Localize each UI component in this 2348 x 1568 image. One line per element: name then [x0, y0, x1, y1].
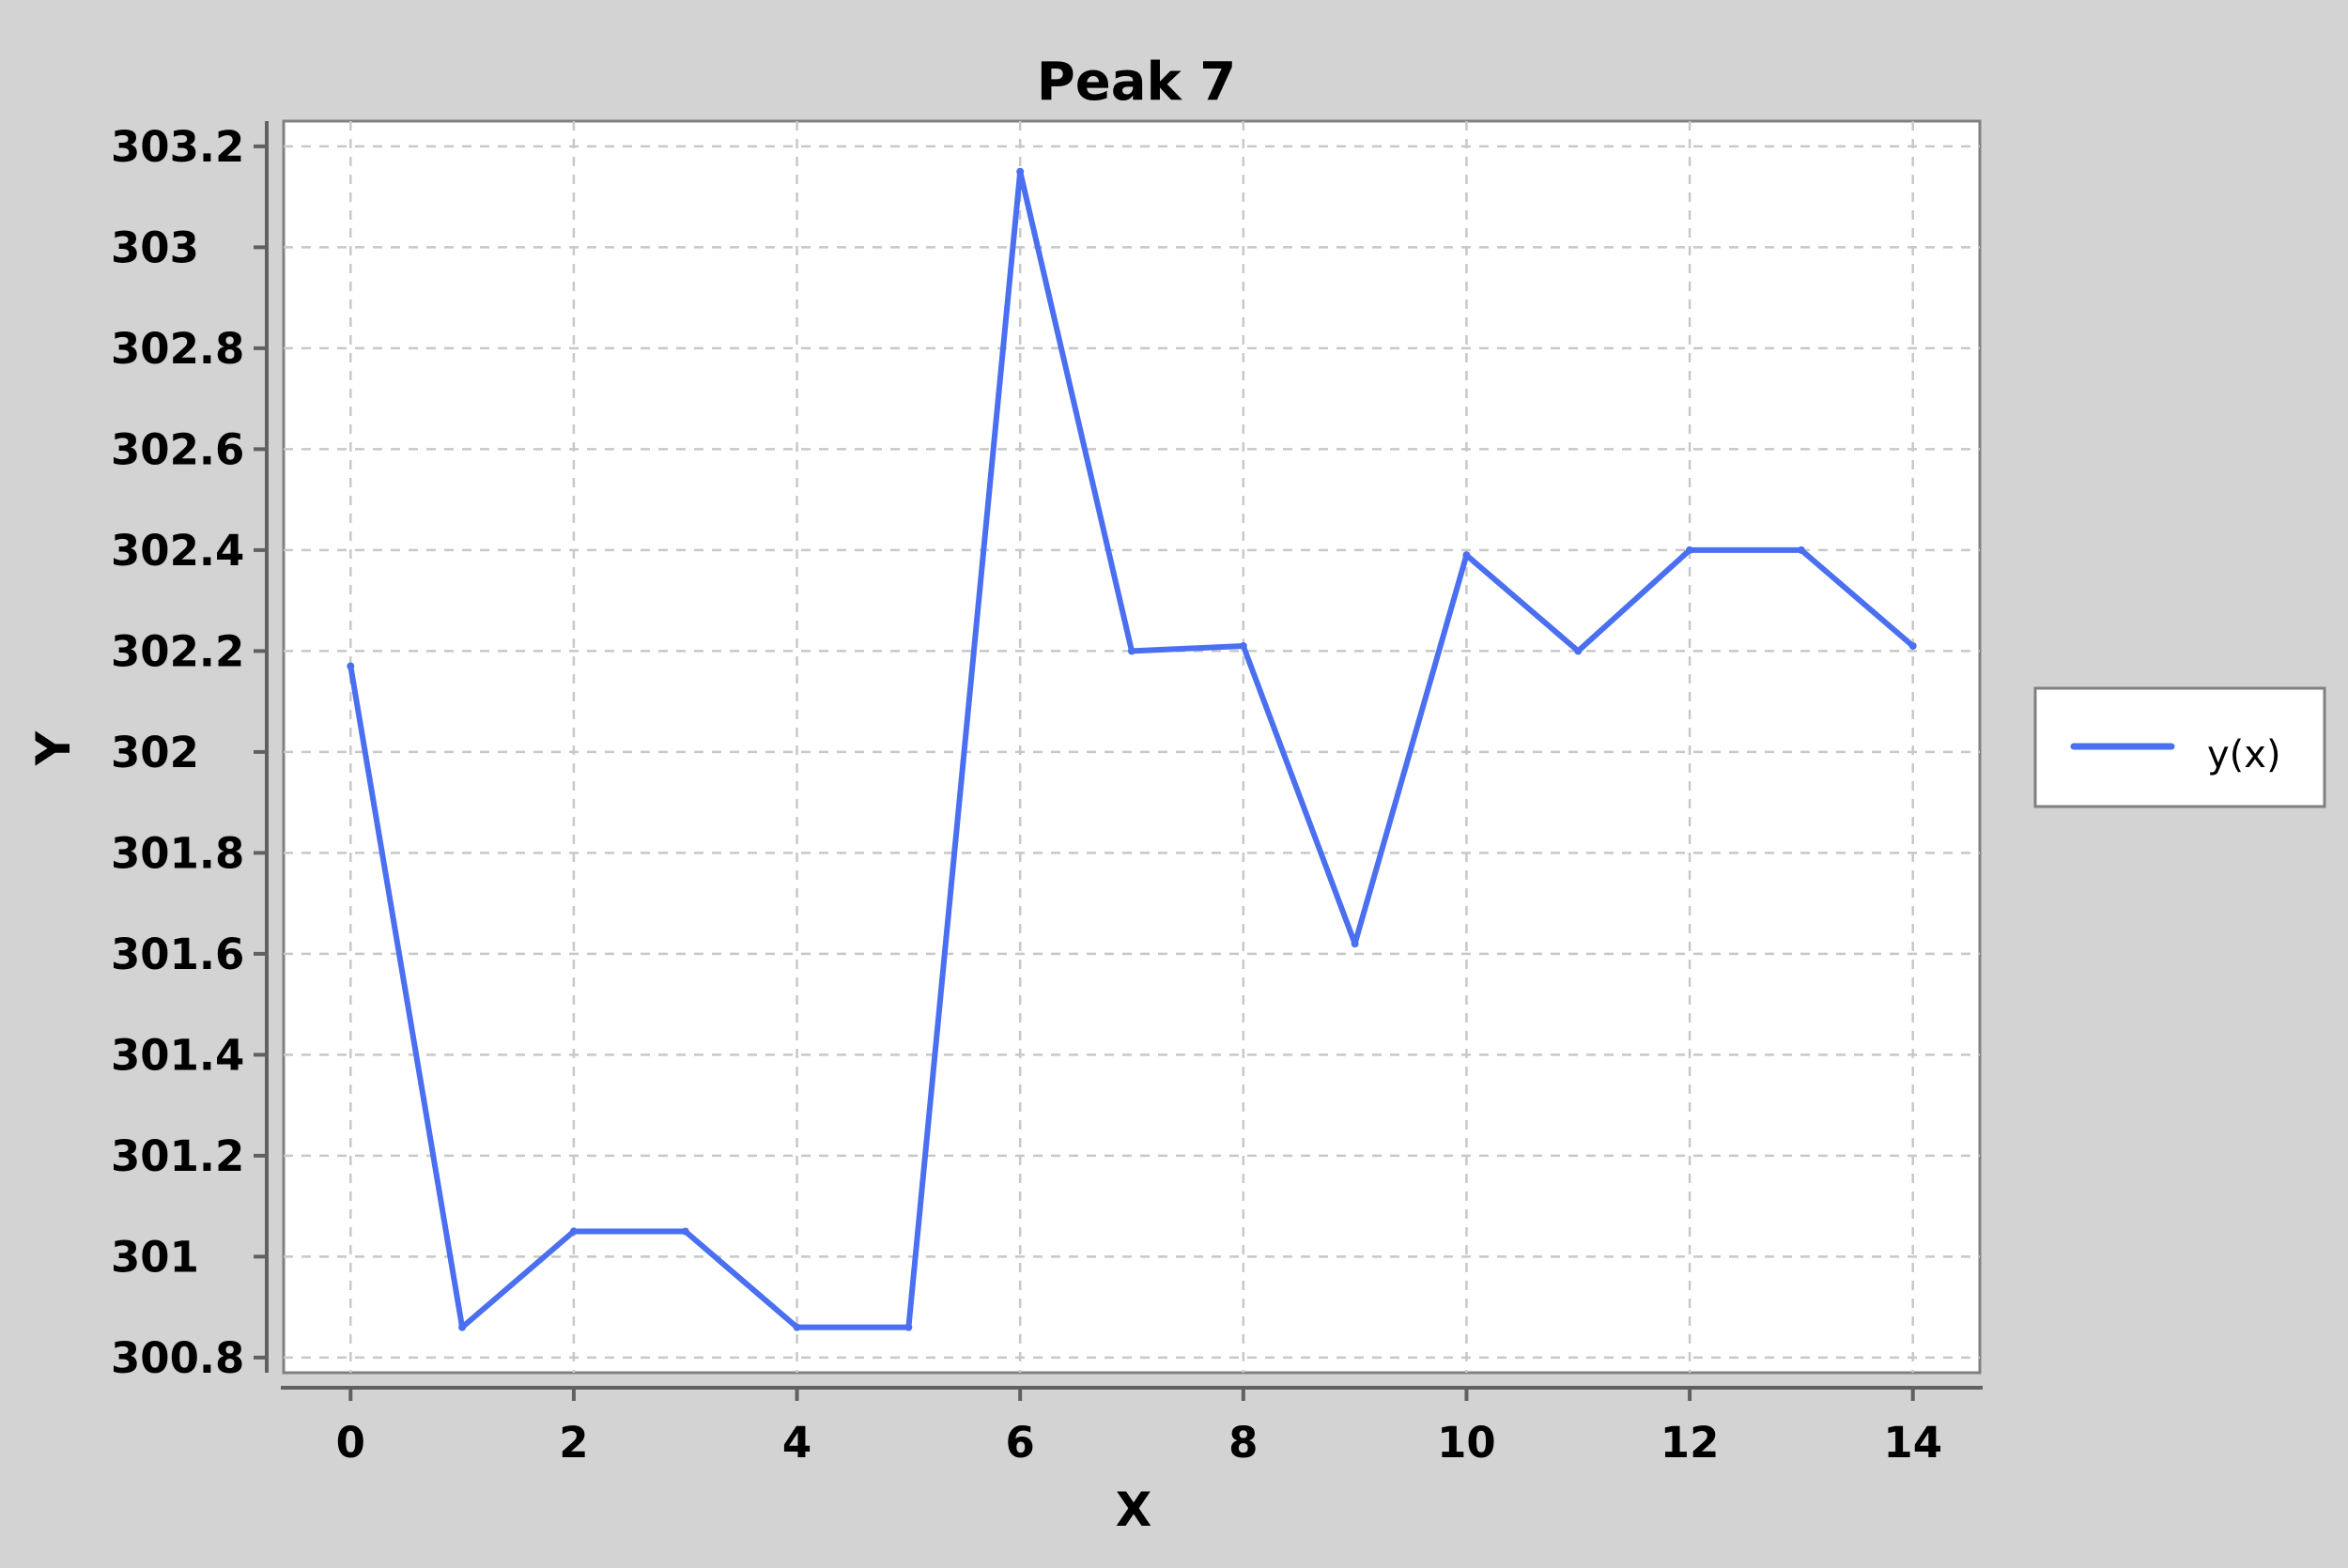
plot-area: [282, 119, 1982, 1375]
y-tick-label: 302.2: [111, 626, 244, 676]
y-tick-label: 302.6: [111, 424, 244, 474]
data-point: [1686, 546, 1694, 554]
y-tick-label: 301.6: [111, 930, 244, 979]
y-tick-label: 300.8: [111, 1333, 244, 1383]
data-point: [1351, 940, 1359, 948]
x-tick-label: 2: [559, 1418, 588, 1468]
x-tick-label: 0: [336, 1418, 365, 1468]
x-tick-label: 8: [1228, 1418, 1258, 1468]
x-tick-label: 14: [1883, 1418, 1942, 1468]
data-point: [458, 1323, 467, 1331]
data-point: [1128, 647, 1135, 655]
data-point: [1908, 642, 1917, 650]
data-point: [1797, 546, 1805, 554]
chart-title: Peak 7: [1037, 52, 1237, 113]
data-point: [793, 1323, 801, 1331]
legend: y(x): [2033, 686, 2326, 808]
y-tick-label: 302.8: [111, 324, 244, 374]
y-tick-label: 301.2: [111, 1131, 244, 1181]
x-tick-label: 10: [1437, 1418, 1496, 1468]
x-tick-label: 12: [1661, 1418, 1720, 1468]
data-point: [1016, 167, 1025, 176]
x-tick-label: 6: [1006, 1418, 1035, 1468]
x-tick-label: 4: [782, 1418, 811, 1468]
data-point: [1239, 642, 1247, 650]
y-axis-title: Y: [26, 730, 81, 766]
legend-label: y(x): [2207, 733, 2281, 776]
y-tick-label: 301.8: [111, 828, 244, 878]
y-tick-label: 302.4: [111, 526, 244, 576]
y-tick-label: 302: [111, 728, 199, 777]
data-point: [1574, 647, 1583, 655]
y-tick-label: 301.4: [111, 1030, 244, 1080]
y-tick-label: 303: [111, 223, 199, 272]
data-point: [904, 1323, 913, 1331]
data-point: [347, 662, 355, 670]
y-tick-label: 301: [111, 1232, 199, 1282]
data-point: [681, 1227, 689, 1236]
y-tick-label: 303.2: [111, 122, 244, 172]
x-axis-title: X: [1116, 1483, 1152, 1537]
data-point: [1462, 551, 1471, 560]
data-point: [569, 1227, 578, 1236]
